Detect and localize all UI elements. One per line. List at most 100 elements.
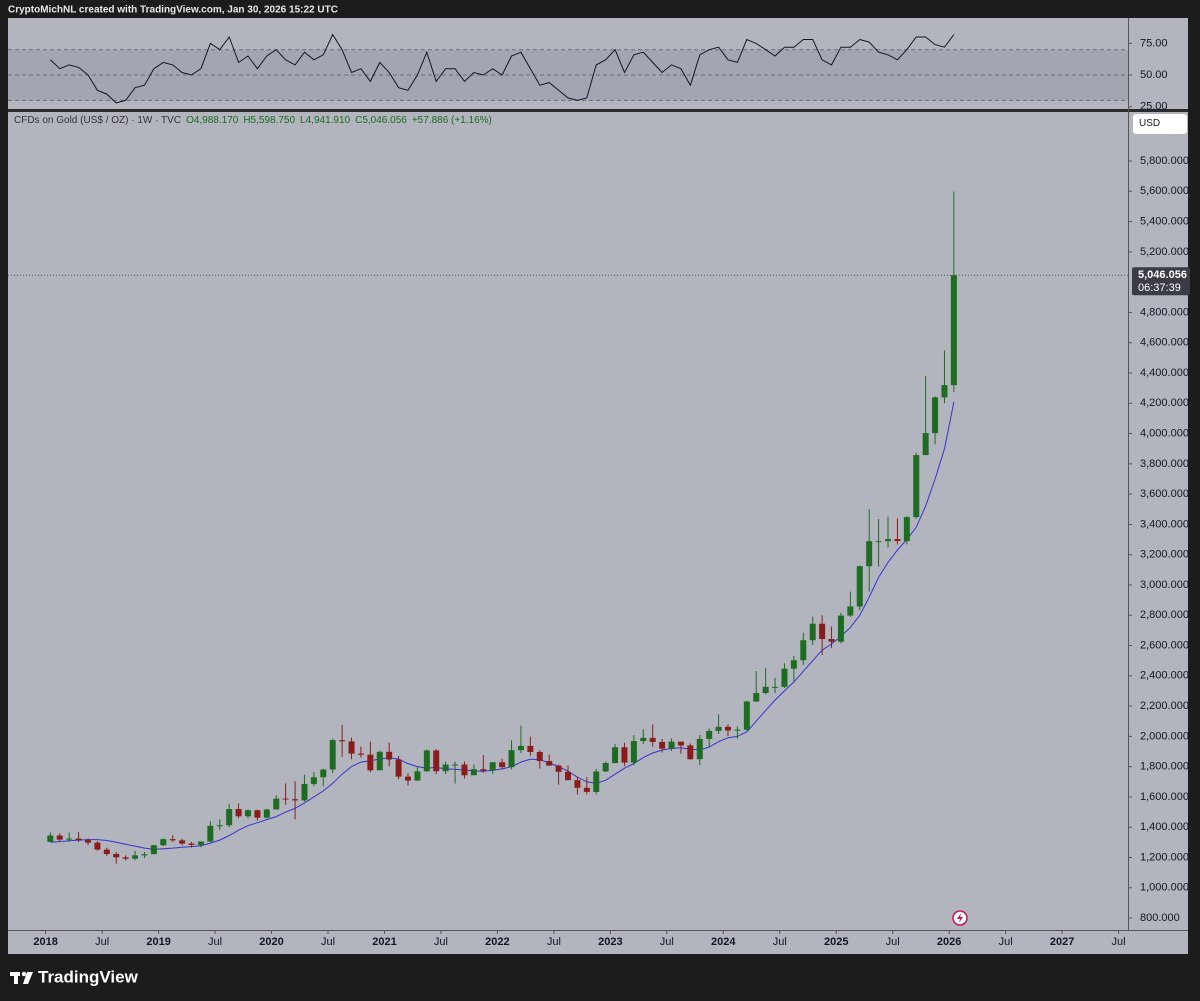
y-tick-label: 50.00 xyxy=(1140,69,1168,81)
y-tick-label: 2,600.000 xyxy=(1140,639,1189,651)
x-tick-label: Jul xyxy=(208,936,222,948)
y-tick-label: 2,800.000 xyxy=(1140,609,1189,621)
candle-body xyxy=(235,809,242,817)
candle-body xyxy=(630,741,637,763)
candle-body xyxy=(122,857,129,859)
candle-body xyxy=(254,810,261,818)
candle-body xyxy=(800,640,807,661)
candle-body xyxy=(612,747,619,764)
candle-body xyxy=(273,798,280,810)
x-tick-label: Jul xyxy=(321,936,335,948)
candle-body xyxy=(132,855,139,859)
y-tick-label: 4,800.000 xyxy=(1140,306,1189,318)
candle-body xyxy=(85,840,91,843)
candle-body xyxy=(885,539,891,542)
y-tick-label: 5,400.000 xyxy=(1140,216,1189,228)
y-tick-label: 3,800.000 xyxy=(1140,458,1189,470)
candle-body xyxy=(819,623,826,640)
candle-body xyxy=(922,433,929,456)
candle-body xyxy=(527,745,534,752)
candle-body xyxy=(320,769,327,778)
candle-body xyxy=(649,737,656,742)
x-tick-label: 2021 xyxy=(372,936,396,948)
candle-body xyxy=(565,771,571,781)
candle-body xyxy=(903,517,910,542)
candle-body xyxy=(282,798,289,800)
candle-body xyxy=(414,771,421,781)
candle-body xyxy=(875,541,882,543)
symbol: CFDs on Gold (US$ / OZ) · 1W · TVC xyxy=(14,115,182,126)
x-tick-label: 2019 xyxy=(146,936,170,948)
y-tick-label: 3,600.000 xyxy=(1140,488,1189,500)
candle-body xyxy=(621,747,628,763)
candle-body xyxy=(715,726,722,731)
y-tick-label: 3,000.000 xyxy=(1140,579,1189,591)
candle-body xyxy=(367,754,374,771)
y-tick-label: 25.00 xyxy=(1140,101,1168,113)
candle-body xyxy=(696,738,703,760)
candle-body xyxy=(734,729,741,731)
candle-body xyxy=(301,783,308,801)
candle-body xyxy=(433,750,440,772)
candle-body xyxy=(94,842,101,850)
candle-body xyxy=(659,741,666,749)
candle-body xyxy=(932,397,939,434)
x-tick-label: 2023 xyxy=(598,936,622,948)
candle-body xyxy=(263,809,270,818)
candle-body xyxy=(423,750,430,772)
candle-body xyxy=(179,840,186,844)
candle-body xyxy=(480,769,487,771)
x-tick-label: Jul xyxy=(660,936,674,948)
candle-body xyxy=(508,750,515,768)
candle-body xyxy=(602,763,609,772)
currency-button[interactable]: USD xyxy=(1133,114,1187,134)
candle-body xyxy=(141,854,148,856)
candle-body xyxy=(56,835,63,840)
x-tick-label: Jul xyxy=(547,936,561,948)
candle-body xyxy=(207,825,214,842)
candle-body xyxy=(555,765,562,772)
y-tick-label: 5,600.000 xyxy=(1140,185,1189,197)
candle-body xyxy=(357,753,364,755)
y-tick-label: 800.000 xyxy=(1140,912,1180,924)
y-tick-label: 4,200.000 xyxy=(1140,397,1189,409)
x-tick-label: 2026 xyxy=(937,936,961,948)
candle-body xyxy=(772,686,779,688)
candle-body xyxy=(160,839,167,846)
candle-body xyxy=(856,566,863,607)
x-tick-label: Jul xyxy=(773,936,787,948)
y-tick-label: 2,000.000 xyxy=(1140,730,1189,742)
x-tick-label: Jul xyxy=(95,936,109,948)
y-tick-label: 1,200.000 xyxy=(1140,851,1189,863)
candle-body xyxy=(706,730,713,739)
candle-body xyxy=(536,751,543,762)
candle-body xyxy=(103,849,110,854)
candle-body xyxy=(292,799,299,801)
rsi-line xyxy=(50,33,955,104)
candle-body xyxy=(894,539,901,542)
x-tick-label: 2027 xyxy=(1050,936,1074,948)
candle-body xyxy=(348,741,355,754)
candle-body xyxy=(950,275,957,386)
candle-body xyxy=(395,759,402,777)
y-tick-label: 4,600.000 xyxy=(1140,337,1189,349)
candle-body xyxy=(376,751,383,771)
candle-body xyxy=(386,751,393,760)
candle-body xyxy=(226,809,233,826)
last-price-box xyxy=(1132,267,1190,296)
candle-body xyxy=(593,771,600,792)
x-tick-label: Jul xyxy=(1112,936,1126,948)
candle-body xyxy=(489,762,496,771)
ohlc-high: H5,598.750 xyxy=(243,115,296,126)
y-tick-label: 4,000.000 xyxy=(1140,427,1189,439)
x-tick-label: Jul xyxy=(999,936,1013,948)
candle-body xyxy=(339,740,346,742)
candle-body xyxy=(188,843,195,845)
price-pane xyxy=(8,112,1188,954)
y-tick-label: 2,400.000 xyxy=(1140,670,1189,682)
candle-body xyxy=(837,615,844,642)
candle-body xyxy=(546,761,553,766)
candle-body xyxy=(470,769,477,776)
y-tick-label: 5,800.000 xyxy=(1140,155,1189,167)
candle-body xyxy=(150,845,157,855)
